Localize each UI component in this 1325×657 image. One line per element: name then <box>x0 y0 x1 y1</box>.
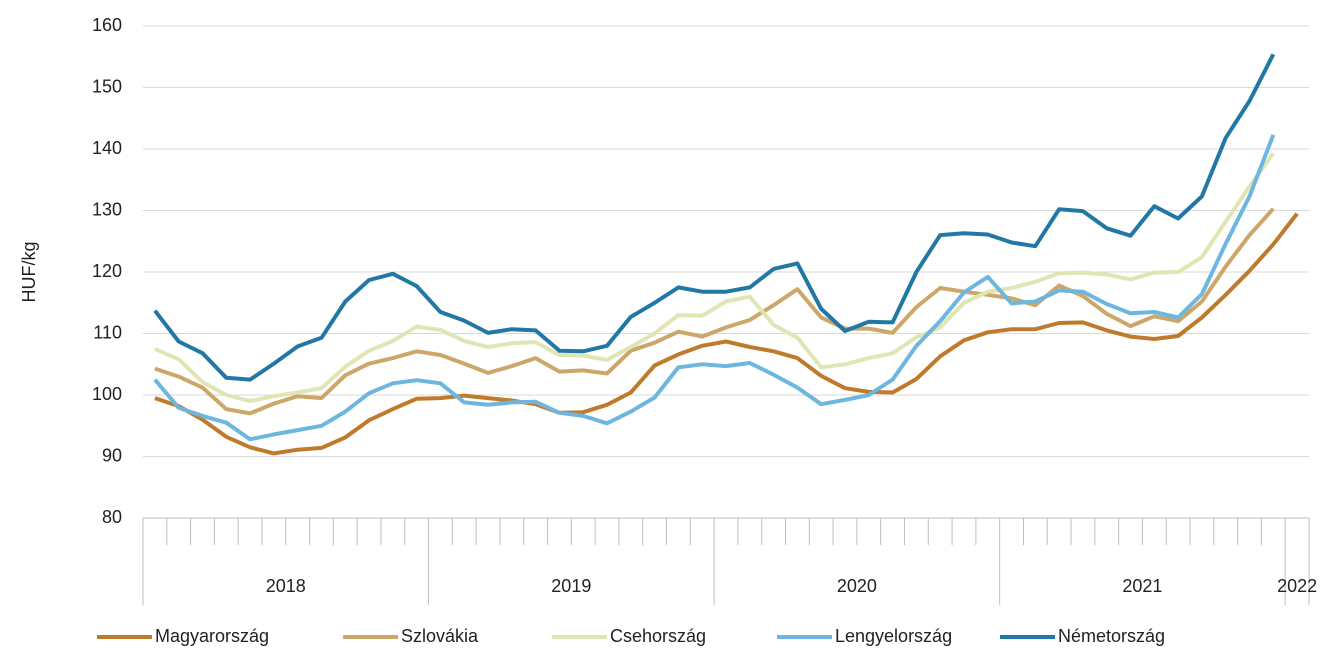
year-label: 2019 <box>551 576 591 596</box>
series-line <box>154 212 1299 456</box>
y-tick-label: 120 <box>92 261 122 281</box>
year-label: 2020 <box>837 576 877 596</box>
y-axis-title: HUF/kg <box>19 241 39 302</box>
y-tick-label: 100 <box>92 384 122 404</box>
y-tick-label: 90 <box>102 445 122 465</box>
series-line <box>153 53 1276 382</box>
legend-label: Csehország <box>610 626 706 646</box>
year-label: 2018 <box>266 576 306 596</box>
y-tick-label: 140 <box>92 138 122 158</box>
y-tick-label: 160 <box>92 15 122 35</box>
series-line <box>154 152 1275 404</box>
year-label: 2022 <box>1277 576 1317 596</box>
y-tick-label: 150 <box>92 76 122 96</box>
legend-label: Szlovákia <box>401 626 479 646</box>
y-tick-label: 80 <box>102 507 122 527</box>
legend-label: Németország <box>1058 626 1165 646</box>
year-label: 2021 <box>1122 576 1162 596</box>
y-tick-label: 110 <box>93 322 122 342</box>
legend-label: Lengyelország <box>835 626 952 646</box>
y-tick-label: 130 <box>92 199 122 219</box>
series-line <box>154 207 1275 416</box>
series-line <box>153 134 1276 442</box>
legend-label: Magyarország <box>155 626 269 646</box>
